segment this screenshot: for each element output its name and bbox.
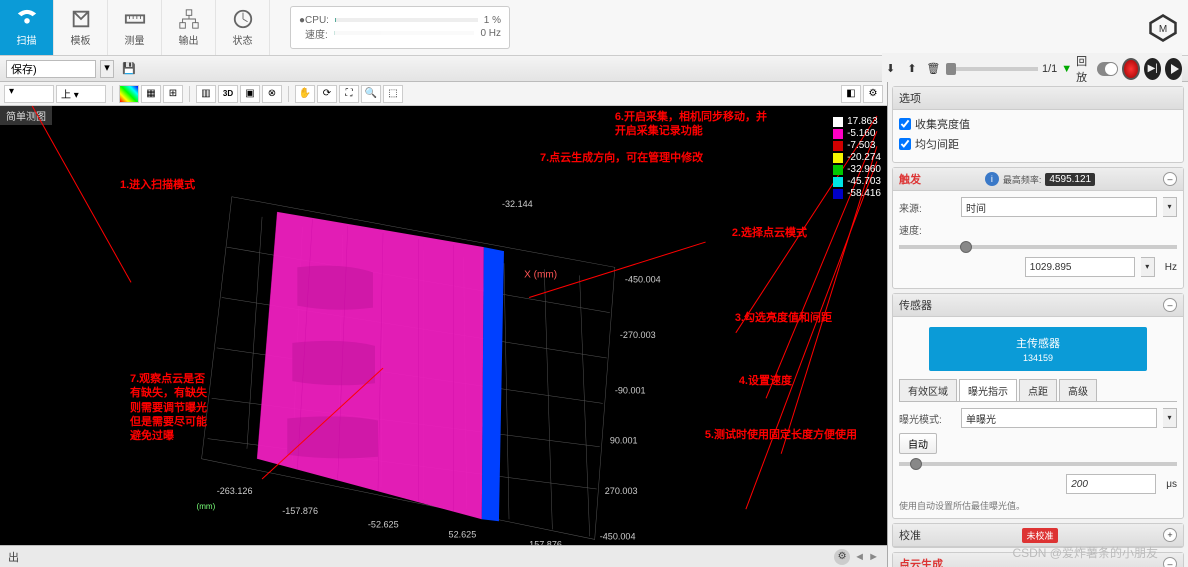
collapse-icon[interactable]: + (1163, 528, 1177, 542)
svg-text:-263.126: -263.126 (217, 486, 253, 496)
palette-icon[interactable] (119, 85, 139, 103)
play-button[interactable] (1165, 58, 1182, 80)
viewport-3d[interactable]: 简单测图 (0, 106, 887, 545)
checkbox-brightness[interactable] (899, 118, 911, 130)
upload-icon[interactable]: ⬆ (903, 58, 920, 80)
download-icon[interactable]: ⬇ (882, 58, 899, 80)
color-legend: 17.863-5.160-7.503-20.274-32.960-45.703-… (833, 116, 881, 200)
property-panel: 选项 收集亮度值 均匀间距 触发 i 最高频率: 4595.121 – 来源:时… (888, 82, 1188, 567)
svg-text:-32.144: -32.144 (502, 199, 533, 209)
playback-slider[interactable] (946, 67, 1038, 71)
sensor-tab-0[interactable]: 有效区域 (899, 379, 957, 401)
ribbon-tab-scan[interactable]: 扫描 (0, 0, 54, 55)
exposure-mode-select[interactable]: 单曝光 (961, 408, 1157, 428)
ribbon-label: 输出 (179, 32, 199, 47)
svg-text:270.003: 270.003 (605, 486, 638, 496)
ribbon-tab-measure[interactable]: 测量 (108, 0, 162, 55)
app-logo: M (1138, 0, 1188, 55)
info-icon[interactable]: i (985, 172, 999, 186)
3d-icon[interactable]: 3D (218, 85, 238, 103)
panel-title-pcgen: 点云生成 (899, 556, 943, 567)
calib-badge: 未校准 (1022, 528, 1057, 543)
save-dropdown-arrow[interactable]: ▾ (100, 60, 114, 78)
view-combo-2[interactable]: 上 ▾ (56, 85, 106, 103)
ribbon-tab-template[interactable]: 模板 (54, 0, 108, 55)
svg-text:-90.001: -90.001 (615, 385, 646, 395)
ribbon-tab-status[interactable]: 状态 (216, 0, 270, 55)
collapse-icon[interactable]: – (1163, 298, 1177, 312)
panel-title-options: 选项 (899, 90, 921, 106)
status-gear-icon[interactable]: ⚙ (834, 549, 850, 565)
settings-icon[interactable]: ⚙ (863, 85, 883, 103)
ribbon-label: 扫描 (17, 32, 37, 47)
zoom-icon[interactable]: 🔍 (361, 85, 381, 103)
panel-title-calib: 校准 (899, 527, 921, 543)
ribbon-label: 状态 (233, 32, 253, 47)
sensor-tab-2[interactable]: 点距 (1019, 379, 1057, 401)
svg-text:M: M (1159, 23, 1167, 34)
trigger-source-select[interactable]: 时间 (961, 197, 1157, 217)
status-out: 出 (8, 549, 19, 565)
skip-button[interactable]: ▶| (1144, 58, 1161, 80)
panel-icon[interactable]: ▥ (196, 85, 216, 103)
overlay-icon[interactable]: ◧ (841, 85, 861, 103)
ruler-icon[interactable]: ⊞ (163, 85, 183, 103)
x-axis-label: X (mm) (524, 269, 557, 280)
status-bar: 出 ⚙ ◄ ► (0, 545, 887, 567)
sensor-tab-3[interactable]: 高级 (1059, 379, 1097, 401)
playback-toggle[interactable] (1097, 62, 1118, 76)
save-icon[interactable]: 💾 (118, 58, 140, 80)
region-icon[interactable]: ⬚ (383, 85, 403, 103)
svg-text:52.625: 52.625 (449, 529, 477, 539)
svg-text:-270.003: -270.003 (620, 330, 656, 340)
record-button[interactable] (1122, 58, 1140, 80)
panel-title-trigger: 触发 (899, 171, 921, 187)
save-dropdown[interactable]: 保存) (6, 60, 96, 78)
ribbon-label: 模板 (71, 32, 91, 47)
svg-text:-157.876: -157.876 (282, 506, 318, 516)
svg-text:-52.625: -52.625 (368, 519, 399, 529)
speed-slider[interactable] (899, 245, 1177, 249)
speed-input[interactable]: 1029.895 (1025, 257, 1135, 277)
svg-text:-450.004: -450.004 (625, 274, 661, 284)
ribbon-tab-output[interactable]: 输出 (162, 0, 216, 55)
viewport-svg: X (mm) -32.144 -450.004 -270.003 -90.001… (0, 106, 887, 545)
collapse-icon[interactable]: – (1163, 557, 1177, 567)
exposure-input[interactable]: 200 (1066, 474, 1156, 494)
ribbon-label: 测量 (125, 32, 145, 47)
sensor-tabs: 有效区域曝光指示点距高级 (899, 379, 1177, 402)
max-rate-value: 4595.121 (1045, 173, 1095, 186)
dual-icon[interactable]: ▣ (240, 85, 260, 103)
auto-exposure-button[interactable]: 自动 (899, 433, 937, 454)
refresh-icon[interactable]: ⟳ (317, 85, 337, 103)
svg-text:90.001: 90.001 (610, 436, 638, 446)
svg-text:(mm): (mm) (197, 502, 216, 511)
grid-icon[interactable]: ▦ (141, 85, 161, 103)
axis-icon[interactable]: ⊗ (262, 85, 282, 103)
hand-icon[interactable]: ✋ (295, 85, 315, 103)
toolbar-secondary: 保存) ▾ 💾 ⬇ ⬆ 🗑 1/1 ▼ 回放 ▶| (0, 56, 1188, 82)
svg-text:-450.004: -450.004 (600, 531, 636, 541)
view-toolbar: ▾ 上 ▾ ▦ ⊞ ▥ 3D ▣ ⊗ ✋ ⟳ ⛶ 🔍 ⬚ ◧ ⚙ (0, 82, 887, 106)
main-ribbon: 扫描 模板 测量 输出 状态 ●CPU:1 % ●速度:0 Hz M (0, 0, 1188, 56)
page-indicator: 1/1 (1042, 63, 1057, 75)
checkbox-spacing[interactable] (899, 138, 911, 150)
cpu-indicator: ●CPU:1 % ●速度:0 Hz (290, 6, 510, 49)
extents-icon[interactable]: ⛶ (339, 85, 359, 103)
panel-title-sensor: 传感器 (899, 297, 932, 313)
delete-icon[interactable]: 🗑 (925, 58, 942, 80)
playback-label: 回放 (1076, 53, 1093, 85)
collapse-icon[interactable]: – (1163, 172, 1177, 186)
view-combo-1[interactable]: ▾ (4, 85, 54, 103)
sensor-tab-1[interactable]: 曝光指示 (959, 379, 1017, 401)
exposure-slider[interactable] (899, 462, 1177, 466)
svg-text:157.876: 157.876 (529, 539, 562, 545)
sensor-card[interactable]: 主传感器 134159 (929, 327, 1147, 371)
